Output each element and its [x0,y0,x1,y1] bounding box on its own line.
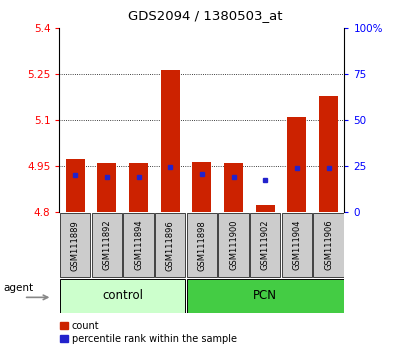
Text: GSM111894: GSM111894 [134,220,143,270]
Bar [97,163,116,212]
Text: GSM111889: GSM111889 [71,220,80,270]
Bar [249,213,280,277]
Text: agent: agent [3,283,33,293]
Text: GSM111904: GSM111904 [292,220,301,270]
Bar [192,162,211,212]
Bar [60,213,90,277]
Bar [287,117,306,212]
Text: GSM111898: GSM111898 [197,220,206,270]
Text: PCN: PCN [253,289,276,302]
Text: GSM111896: GSM111896 [165,220,174,270]
Text: GDS2094 / 1380503_at: GDS2094 / 1380503_at [128,9,281,22]
Text: GSM111906: GSM111906 [323,220,332,270]
Text: GSM111900: GSM111900 [229,220,238,270]
Legend: count, percentile rank within the sample: count, percentile rank within the sample [56,318,240,348]
Bar [123,213,153,277]
Bar [160,70,179,212]
Bar [255,205,274,212]
Bar [218,213,248,277]
Text: GSM111892: GSM111892 [102,220,111,270]
Bar [312,213,343,277]
Bar [186,279,343,313]
Bar [92,213,122,277]
Bar [60,279,185,313]
Bar [129,163,148,212]
Bar [224,163,243,212]
Bar [65,159,85,212]
Bar [186,213,217,277]
Text: control: control [102,289,143,302]
Text: GSM111902: GSM111902 [260,220,269,270]
Bar [318,96,337,212]
Bar [155,213,185,277]
Bar [281,213,311,277]
